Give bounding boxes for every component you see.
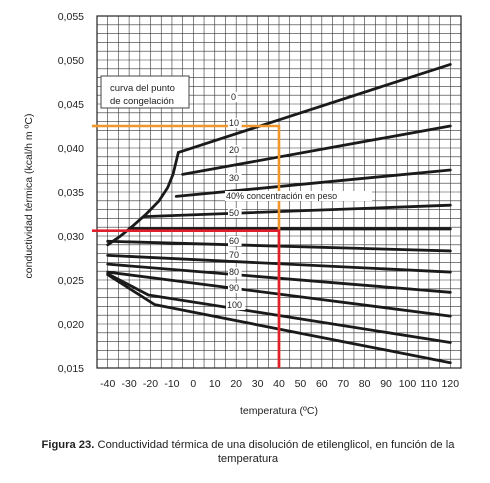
x-tick-label: 40 [273, 378, 285, 390]
y-axis-label: conductividad térmica (kcal/h m ºC) [23, 114, 35, 279]
series-label-bg [230, 92, 238, 102]
series-label-bg [228, 267, 242, 277]
y-tick-label: 0,035 [58, 187, 84, 199]
x-tick-label: 70 [337, 378, 349, 390]
y-tick-label: 0,055 [58, 11, 84, 23]
x-tick-label: 10 [209, 378, 221, 390]
x-tick-label: 30 [252, 378, 264, 390]
series-label: 90 [229, 283, 239, 293]
annotations: curva del punto de congelación [100, 75, 190, 109]
x-tick-label: -40 [100, 378, 115, 390]
series-label-bg [228, 236, 242, 246]
y-tick-label: 0,050 [58, 55, 84, 67]
figure-caption: Figura 23. Conductividad térmica de una … [20, 438, 476, 466]
reference-lines [92, 124, 281, 368]
y-tick-label: 0,040 [58, 143, 84, 155]
x-tick-label: -20 [143, 378, 158, 390]
series-label: 40% concentración en peso [226, 191, 337, 201]
series-line [174, 168, 452, 198]
series-label-bg [225, 191, 372, 201]
series-label-bg [226, 300, 246, 310]
caption-number: Figura 23. [41, 439, 95, 451]
series-label-bg [228, 250, 242, 260]
y-tick-label: 0,015 [58, 363, 84, 375]
x-tick-label: 120 [442, 378, 460, 390]
y-tick-label: 0,020 [58, 319, 84, 331]
y-tick-label: 0,025 [58, 275, 84, 287]
freezing-curve [106, 150, 180, 247]
series-line [106, 273, 452, 365]
x-tick-label: 60 [316, 378, 328, 390]
series-label: 60 [229, 236, 239, 246]
y-tick-label: 0,030 [58, 231, 84, 243]
series-label: 100 [227, 300, 242, 310]
chart: -40 -30 -20 -10 0 10 20 30 40 50 60 70 80 90 100 110 120… [23, 11, 462, 417]
series-line [142, 203, 452, 219]
x-tick-label: 50 [295, 378, 307, 390]
series-label: 70 [229, 250, 239, 260]
x-tick-label: -30 [122, 378, 137, 390]
caption-text: Conductividad térmica de una disolución … [94, 439, 455, 465]
freezing-curve-label: de congelación [110, 96, 174, 107]
x-tick-label: 90 [380, 378, 392, 390]
axes: -40 -30 -20 -10 0 10 20 30 40 50 60 70 80 90 100 110 120… [23, 11, 462, 417]
freezing-curve-box [100, 75, 190, 109]
series-line [106, 272, 452, 344]
series-line [176, 63, 452, 154]
series-label: 10 [229, 118, 239, 128]
x-tick-label: 100 [399, 378, 417, 390]
y-tick-label: 0,045 [58, 99, 84, 111]
series-label: 0 [231, 92, 236, 102]
series-label-bg [228, 118, 242, 128]
series-label: 20 [229, 145, 239, 155]
series-label-bg [228, 173, 242, 183]
x-tick-label: -10 [164, 378, 179, 390]
x-tick-label: 0 [190, 378, 196, 390]
series-label-bg [228, 145, 242, 155]
series-label-bg [228, 208, 242, 218]
x-axis-label: temperatura (ºC) [240, 405, 318, 417]
x-tick-label: 20 [230, 378, 242, 390]
reference-line [97, 229, 281, 368]
x-tick-label: 80 [359, 378, 371, 390]
series-line [181, 124, 452, 176]
series-label-bg [228, 283, 242, 293]
x-tick-label: 110 [421, 378, 438, 390]
series-labels: 0 10 20 30 40% concentración en peso 50 60 70 80… [225, 92, 372, 310]
series-label: 80 [229, 267, 239, 277]
series-label: 30 [229, 173, 239, 183]
series-label: 50 [229, 208, 239, 218]
freezing-curve-label: curva del punto [110, 83, 175, 94]
